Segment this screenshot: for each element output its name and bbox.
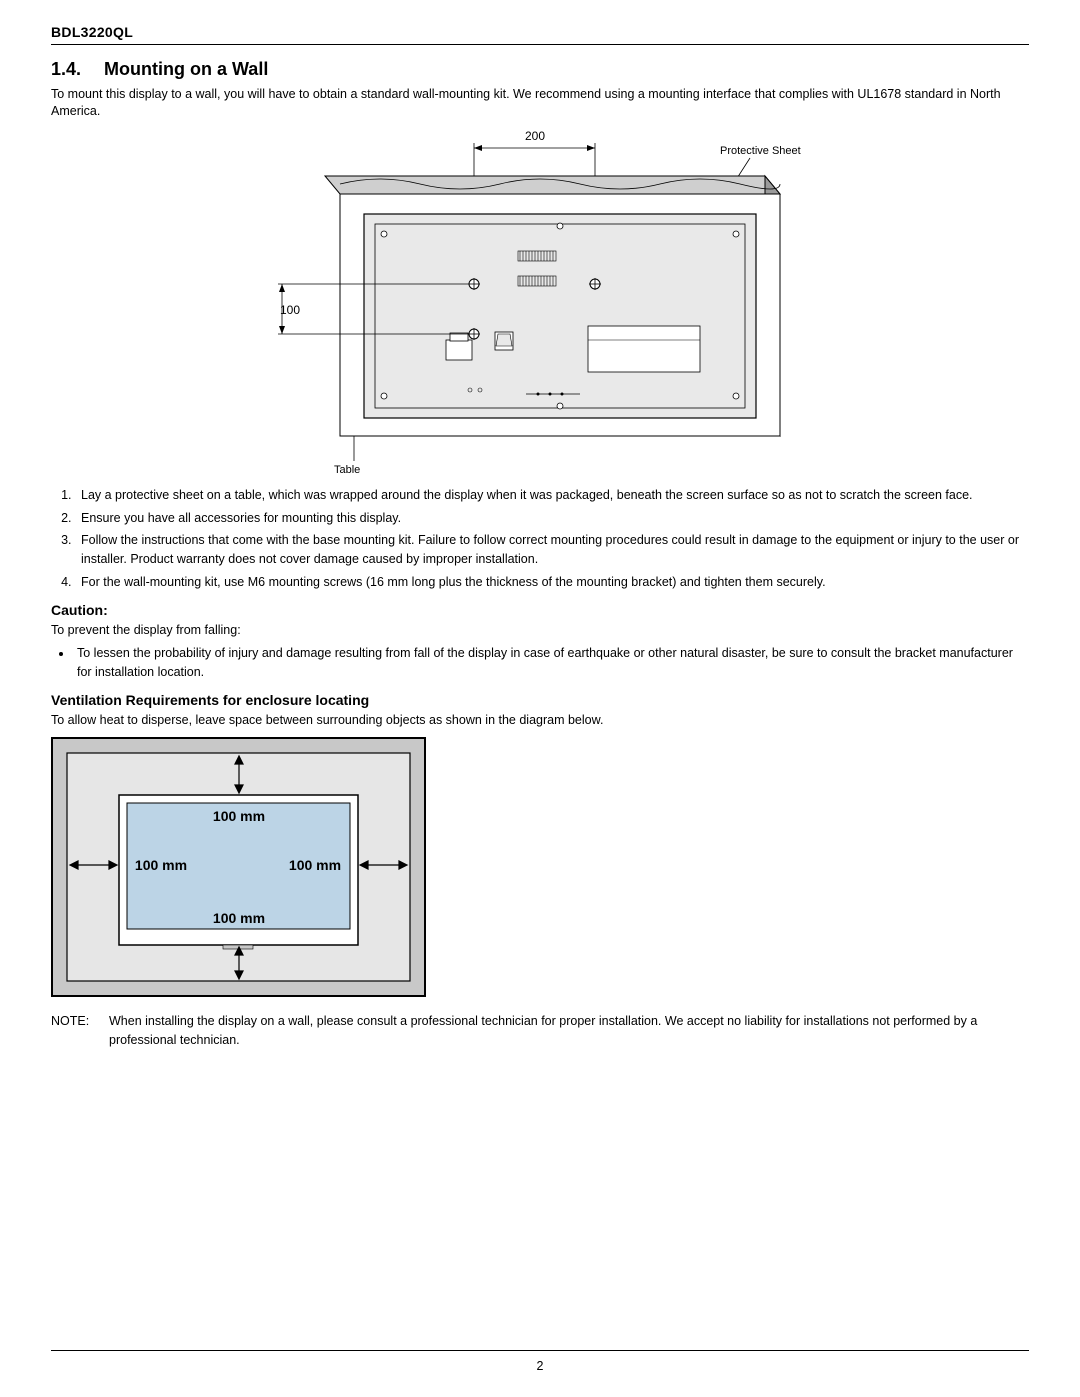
instruction-item: Ensure you have all accessories for moun… [75,509,1029,528]
instruction-item: Lay a protective sheet on a table, which… [75,486,1029,505]
section-number: 1.4. [51,59,99,80]
gap-top-label: 100 mm [213,808,265,824]
dim-horizontal-label: 200 [525,129,545,143]
instruction-item: For the wall-mounting kit, use M6 mounti… [75,573,1029,592]
table-label: Table [334,464,360,476]
instruction-item: Follow the instructions that come with t… [75,531,1029,569]
gap-left-label: 100 mm [135,857,187,873]
caution-bullet: To lessen the probability of injury and … [73,644,1029,682]
page-number: 2 [0,1359,1080,1373]
dim-vertical-label: 100 [280,303,300,317]
ventilation-lead: To allow heat to disperse, leave space b… [51,712,1029,729]
note-label: NOTE: [51,1012,109,1050]
ventilation-diagram: 100 mm 100 mm 100 mm 100 mm [51,737,1029,1002]
mounting-diagram: 200 Protective Sheet [51,126,1029,476]
instructions-list: Lay a protective sheet on a table, which… [51,486,1029,592]
ventilation-svg: 100 mm 100 mm 100 mm 100 mm [51,737,426,997]
caution-bullets: To lessen the probability of injury and … [51,644,1029,682]
ventilation-heading: Ventilation Requirements for enclosure l… [51,692,1029,708]
intro-text: To mount this display to a wall, you wil… [51,86,1029,120]
gap-right-label: 100 mm [289,857,341,873]
protective-sheet-label: Protective Sheet [720,145,801,157]
footer-rule [51,1350,1029,1351]
mounting-svg: 200 Protective Sheet [260,126,820,476]
section-title-text: Mounting on a Wall [104,59,268,79]
gap-bottom-label: 100 mm [213,910,265,926]
note-text: When installing the display on a wall, p… [109,1012,1029,1050]
header-model: BDL3220QL [51,24,1029,45]
section-title: 1.4. Mounting on a Wall [51,59,1029,80]
caution-heading: Caution: [51,602,1029,618]
caution-lead: To prevent the display from falling: [51,622,1029,639]
note-block: NOTE: When installing the display on a w… [51,1012,1029,1050]
